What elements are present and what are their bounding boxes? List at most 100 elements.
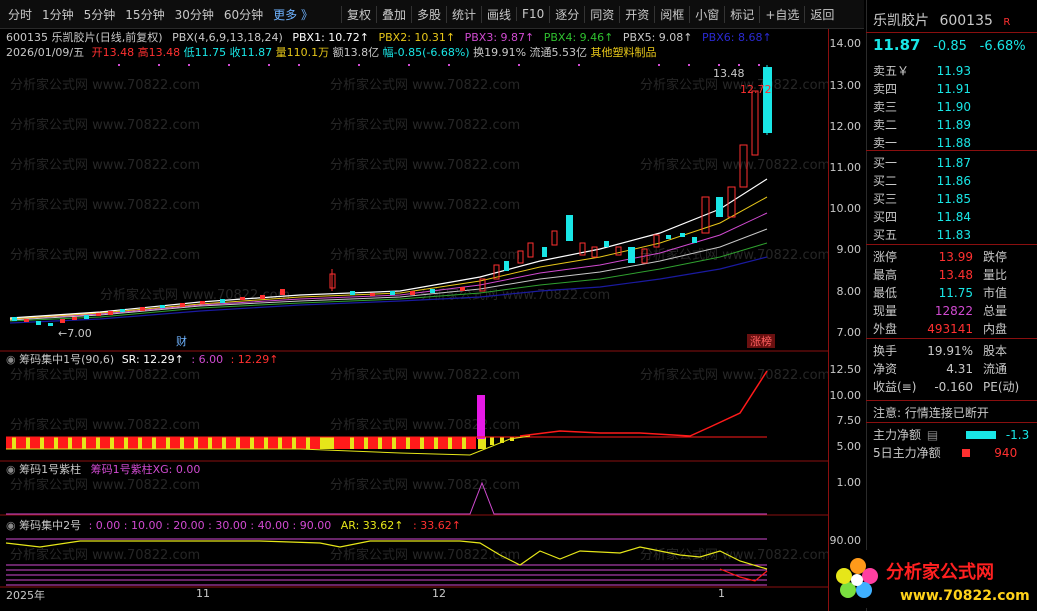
watermark-text: 分析家公式网 www.70822.com	[640, 247, 830, 263]
period-tab-timeshare[interactable]: 分时	[8, 7, 33, 22]
finance-marker: 财	[176, 334, 187, 348]
period-tab-1min[interactable]: 1分钟	[42, 7, 74, 22]
chip-stripe	[292, 437, 296, 449]
candle	[641, 248, 648, 264]
axis-tick: 7.00	[836, 326, 862, 339]
bid-row[interactable]: 买二 11.86	[873, 172, 971, 189]
f10-button[interactable]: F10	[516, 7, 549, 21]
stat-row: 换手 19.91% 股本	[873, 342, 1023, 359]
watermark-text: 分析家公式网 www.70822.com	[10, 77, 200, 93]
overlay-button[interactable]: 叠加	[375, 5, 411, 23]
add-watchlist-button[interactable]: +自选	[759, 5, 804, 23]
back-button[interactable]: 返回	[804, 5, 839, 23]
candle	[60, 319, 65, 323]
sr-line	[519, 370, 768, 437]
last-price: 11.87	[873, 36, 921, 54]
ask-row[interactable]: 卖四 11.91	[873, 80, 971, 97]
adjust-button[interactable]: 复权	[340, 5, 376, 23]
signal-dot	[158, 64, 160, 66]
candle	[628, 247, 635, 263]
candle	[36, 321, 41, 325]
candle	[527, 242, 534, 258]
stat-key2: 总量	[983, 304, 1008, 318]
stats-button[interactable]: 统计	[446, 5, 481, 23]
period-tab-5min[interactable]: 5分钟	[83, 7, 116, 22]
stat-row: 净资 4.31 流通	[873, 360, 1023, 377]
limit-up-badge	[747, 334, 775, 348]
signal-dot	[758, 64, 760, 66]
bid-row[interactable]: 买一 11.87	[873, 154, 971, 171]
candle	[120, 309, 125, 312]
chip-stripe	[222, 437, 226, 449]
chip-stripe	[278, 437, 282, 449]
chip-stripe	[40, 437, 44, 449]
signal-dot	[118, 64, 120, 66]
axis-tick: 1.00	[836, 476, 862, 489]
watermark-text: 分析家公式网 www.70822.com	[330, 417, 520, 433]
candle	[551, 230, 558, 246]
period-tab-15min[interactable]: 15分钟	[125, 7, 165, 22]
stat-key2: 市值	[983, 286, 1008, 300]
chip-stripe	[364, 437, 368, 449]
panel-divider	[866, 32, 1037, 33]
high-value: 高13.48	[137, 46, 181, 59]
pbx6-value: PBX6: 8.68↑	[702, 31, 772, 44]
mark-button[interactable]: 标记	[724, 5, 759, 23]
signal-dot	[448, 64, 450, 66]
sub2-title: 筹码1号紫柱	[19, 463, 82, 476]
small-window-button[interactable]: 小窗	[689, 5, 724, 23]
same-capital-button[interactable]: 同资	[584, 5, 619, 23]
stat-key: 净资	[873, 362, 898, 376]
candle	[542, 247, 547, 257]
candle	[140, 307, 145, 311]
peak-price-label: 12.72	[740, 83, 772, 96]
ask-row[interactable]: 卖一 11.88	[873, 134, 971, 151]
candle	[260, 295, 265, 299]
pbx2-value: PBX2: 10.31↑	[378, 31, 456, 44]
chip-bars	[6, 370, 768, 456]
bid-row[interactable]: 买四 11.84	[873, 208, 971, 225]
draw-button[interactable]: 画线	[481, 5, 516, 23]
list-icon[interactable]: ▤	[926, 428, 939, 442]
ask-price: 11.89	[936, 118, 971, 132]
multi-stock-button[interactable]: 多股	[411, 5, 446, 23]
candle	[329, 273, 336, 289]
chart-info-line1: 600135 乐凯胶片(日线,前复权) PBX(4,6,9,13,18,24) …	[6, 29, 772, 45]
settings-icon[interactable]: ◉	[6, 519, 16, 532]
candle	[591, 246, 598, 258]
candles	[12, 65, 772, 326]
chip-stripe	[68, 437, 72, 449]
frame-button[interactable]: 阅框	[654, 5, 689, 23]
bid-row[interactable]: 买三 11.85	[873, 190, 971, 207]
sector-link[interactable]: 其他塑料制品	[590, 46, 657, 59]
net5-bar	[962, 449, 971, 457]
watermark-text: 分析家公式网 www.70822.com	[10, 157, 200, 173]
price-summary: 11.87 -0.85 -6.68%	[873, 36, 1026, 54]
step-button[interactable]: 逐分	[549, 5, 584, 23]
signal-dot	[688, 64, 690, 66]
pbx4-value: PBX4: 9.46↑	[543, 31, 614, 44]
candle	[240, 297, 245, 300]
stat-value: 13.99	[938, 250, 973, 264]
settings-icon[interactable]: ◉	[6, 463, 16, 476]
kline-chart[interactable]: 分析家公式网 www.70822.com 分析家公式网 www.70822.co…	[0, 29, 864, 611]
period-tab-30min[interactable]: 30分钟	[174, 7, 214, 22]
watermark-text: 分析家公式网 www.70822.com	[420, 287, 610, 303]
sub3-lines	[5, 538, 768, 586]
period-tab-more[interactable]: 更多 》	[273, 7, 313, 22]
signal-dot	[188, 64, 190, 66]
open-capital-button[interactable]: 开资	[619, 5, 654, 23]
float-cap-value: 流通5.53亿	[529, 46, 588, 59]
ask-row[interactable]: 卖二 11.89	[873, 116, 971, 133]
ask-row[interactable]: 卖五￥ 11.93	[873, 62, 971, 79]
ask-row[interactable]: 卖三 11.90	[873, 98, 971, 115]
bid-price: 11.83	[936, 228, 971, 242]
settings-icon[interactable]: ◉	[6, 353, 16, 366]
period-tab-60min[interactable]: 60分钟	[223, 7, 264, 22]
candle	[604, 241, 609, 247]
sub1-title: 筹码集中1号(90,6)	[19, 353, 115, 366]
bid-row[interactable]: 买五 11.83	[873, 226, 971, 243]
candle	[739, 144, 748, 188]
axis-tick: 13.00	[829, 79, 862, 92]
axis-tick: 10.00	[829, 202, 862, 215]
